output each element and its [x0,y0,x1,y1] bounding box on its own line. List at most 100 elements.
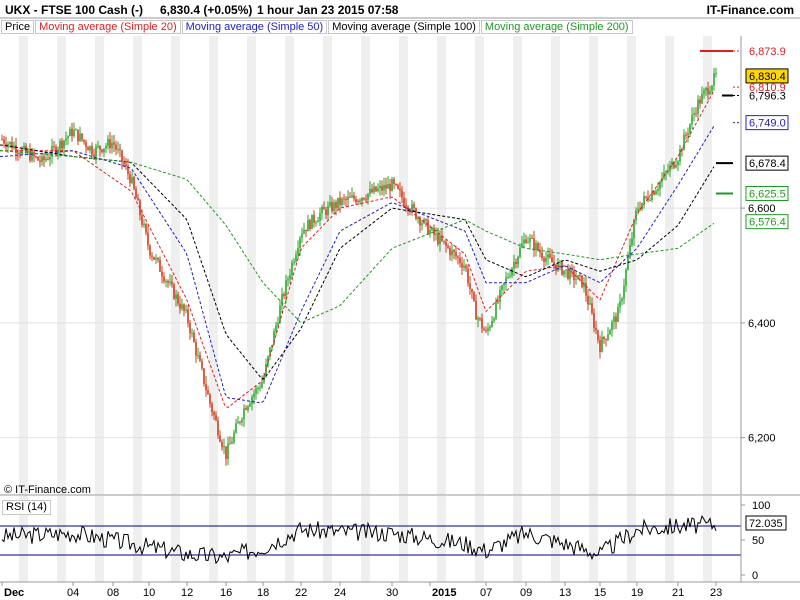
candle-body [393,179,395,184]
candle-body [113,142,115,145]
day-stripes [19,36,712,495]
candle-body [483,328,485,331]
candle-body [227,443,229,460]
day-stripe [133,36,142,495]
candle-body [703,90,705,94]
candle-body [489,326,491,329]
candle-body [607,334,609,340]
legend-sma200[interactable]: Moving average (Simple 200) [480,20,633,34]
time-tick-label: 21 [672,587,684,599]
rsi-day-stripe [247,496,256,582]
rsi-day-stripe [133,496,142,582]
candle-body [481,318,483,329]
candle-body [437,233,439,245]
candle-body [497,301,499,303]
time-tick-label: 2015 [432,587,456,599]
candle-body [105,145,107,149]
candle-body [137,198,139,201]
price-label-box [745,155,789,171]
candle-body [341,198,343,205]
candle-body [289,275,291,280]
candle-body [695,113,697,115]
candle-body [195,341,197,356]
day-stripe [627,36,636,495]
candle-body [279,305,281,323]
candle-body [123,161,125,165]
candle-body [713,73,715,86]
candle-body [655,191,657,195]
candle-body [557,263,559,271]
candle-body [419,217,421,226]
time-tick-label: 23 [710,587,722,599]
candle-body [671,161,673,166]
rsi-day-stripe [665,496,674,582]
candle-body [313,214,315,223]
day-stripe [323,36,332,495]
candle-body [519,247,521,257]
candle-body [115,144,117,150]
candle-body [9,141,11,144]
candle-body [455,252,457,257]
day-stripe [475,36,484,495]
candle-body [705,88,707,91]
candle-body [575,279,577,281]
candle-body [585,283,587,296]
candle-body [177,294,179,304]
day-stripe [665,36,674,495]
candle-body [561,262,563,275]
interval: 1 hour [257,3,294,17]
candle-body [485,330,487,332]
candle-body [369,188,371,194]
candle-body [435,233,437,235]
candle-body [551,257,553,263]
candle-body [651,191,653,200]
candle-body [347,196,349,200]
price-label: 6,873.9 [749,46,786,58]
candle-body [521,243,523,248]
candle-body [505,277,507,283]
candle-body [27,150,29,153]
candle-body [549,254,551,258]
legend-sma100[interactable]: Moving average (Simple 100) [328,20,480,34]
legend-sma50[interactable]: Moving average (Simple 50) [181,20,328,34]
day-stripe [57,36,66,495]
candle-body [525,239,527,243]
candle-body [301,233,303,238]
candle-body [637,208,639,211]
candle-body [45,158,47,161]
candle-body [465,265,467,269]
candle-body [379,185,381,189]
candle-body [587,295,589,305]
candle-body [291,262,293,276]
legend-sma20[interactable]: Moving average (Simple 20) [35,20,181,34]
candle-body [51,146,53,157]
rsi-legend[interactable]: RSI (14) [2,500,51,515]
candle-body [715,73,717,75]
candle-body [515,262,517,265]
last-quote: 6,830.4 (+0.05%) [160,3,253,17]
candle-body [599,340,601,352]
candle-body [111,142,113,149]
day-stripe [95,36,104,495]
candle-body [85,141,87,148]
candle-body [109,139,111,149]
candle-body [191,332,193,334]
candle-body [59,140,61,150]
candle-body [107,139,109,146]
time-tick-label: 07 [480,587,492,599]
legend-price[interactable]: Price [1,20,35,34]
candle-body [391,179,393,191]
candle-body [353,195,355,199]
candle-body [87,147,89,151]
rsi-day-stripe [209,496,218,582]
candle-body [513,262,515,269]
candle-body [667,171,669,173]
price-label-box [745,68,789,84]
candle-body [283,294,285,297]
candle-body [613,316,615,322]
candle-body [71,128,73,137]
candle-body [157,257,159,260]
time-tick-label: 04 [67,587,79,599]
candle-body [595,328,597,331]
time-tick-label: 08 [107,587,119,599]
